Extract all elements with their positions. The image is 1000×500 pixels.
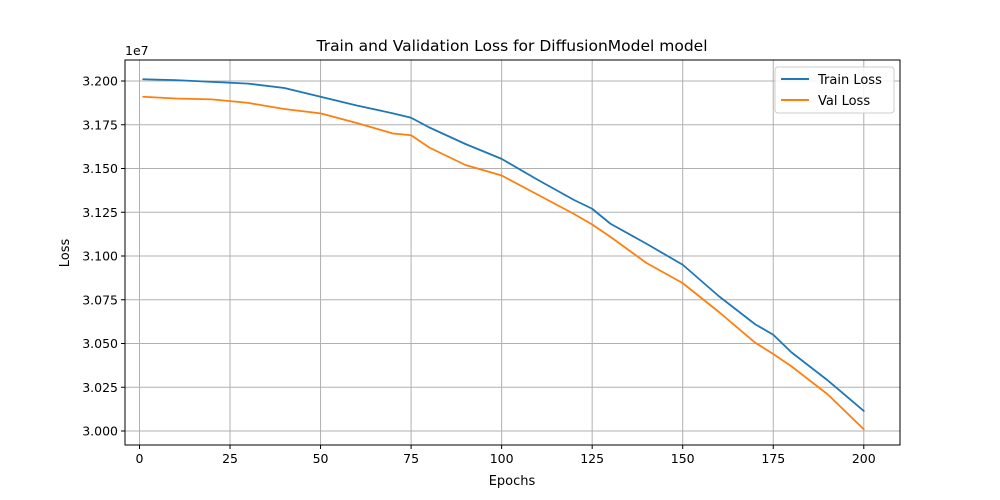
val-loss-line (142, 95, 865, 431)
chart-title: Train and Validation Loss for DiffusionM… (316, 37, 708, 55)
x-tick-label: 200 (852, 451, 876, 466)
y-axis: 3.000 3.025 3.050 3.075 3.100 3.125 3.150 3.175… (82, 74, 125, 439)
y-tick-label: 3.175 (82, 117, 118, 132)
x-tick-label: 50 (313, 451, 329, 466)
y-offset-label: 1e7 (125, 43, 149, 58)
y-tick-label: 3.075 (82, 292, 118, 307)
y-axis-label: Loss (58, 239, 73, 268)
x-axis-label: Epochs (489, 474, 536, 489)
plot-frame (124, 59, 901, 446)
train-loss-line (142, 78, 865, 412)
x-tick-label: 100 (490, 451, 514, 466)
x-tick-label: 25 (222, 451, 238, 466)
grid (125, 60, 900, 445)
y-tick-label: 3.100 (82, 249, 118, 264)
x-tick-label: 75 (403, 451, 419, 466)
legend-val-label: Val Loss (818, 94, 870, 109)
y-tick-label: 3.200 (82, 74, 118, 89)
series-layer (142, 78, 865, 431)
x-tick-label: 150 (671, 451, 695, 466)
legend: Train Loss Val Loss (774, 66, 895, 114)
legend-train-label: Train Loss (817, 73, 882, 88)
x-tick-label: 125 (580, 451, 604, 466)
y-tick-label: 3.125 (82, 205, 118, 220)
y-tick-label: 3.025 (82, 380, 118, 395)
x-tick-label: 0 (136, 451, 144, 466)
y-tick-label: 3.050 (82, 336, 118, 351)
x-axis: 0 25 50 75 100 125 150 175 200 (136, 445, 876, 466)
y-tick-label: 3.000 (82, 424, 118, 439)
x-tick-label: 175 (761, 451, 785, 466)
y-tick-label: 3.150 (82, 161, 118, 176)
